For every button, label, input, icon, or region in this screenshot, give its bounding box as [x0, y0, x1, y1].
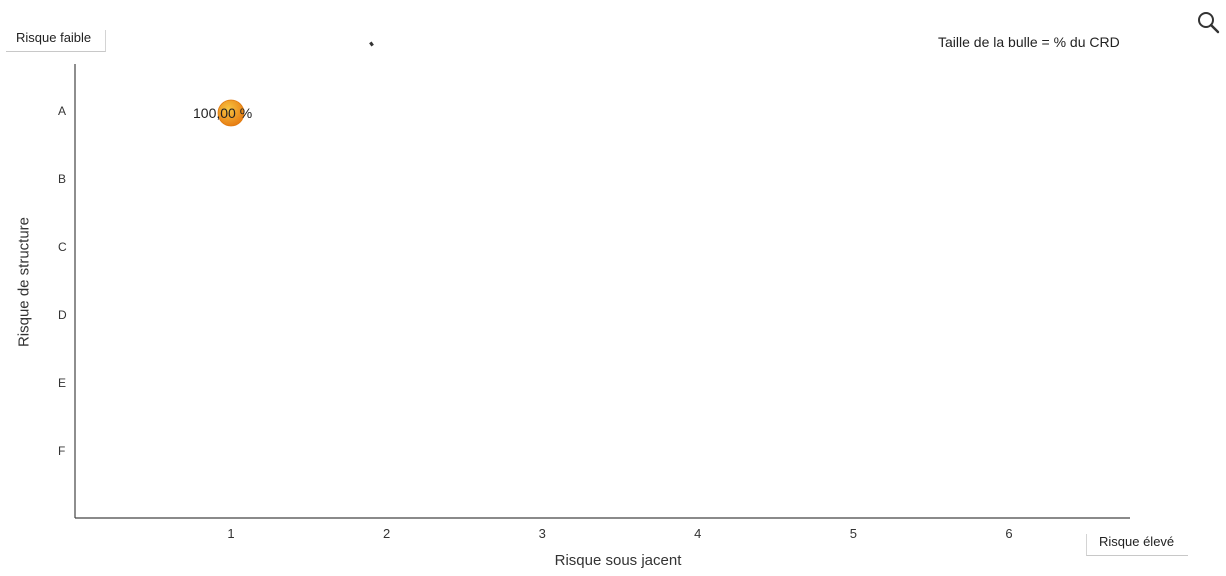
x-tick-label: 3: [539, 526, 546, 541]
high-risk-label: Risque élevé: [1086, 534, 1189, 556]
x-tick-label: 1: [227, 526, 234, 541]
x-tick-label: 4: [694, 526, 701, 541]
x-tick-label: 5: [850, 526, 857, 541]
x-tick-label: 6: [1005, 526, 1012, 541]
low-risk-label: Risque faible: [6, 30, 107, 52]
y-tick-label: D: [58, 308, 67, 322]
x-axis-title: Risque sous jacent: [554, 552, 682, 569]
bubble-data-label: 100,00 %: [193, 105, 252, 121]
x-tick-label: 2: [383, 526, 390, 541]
y-tick-label: A: [58, 104, 66, 118]
data-bubble[interactable]: [217, 99, 245, 127]
search-icon[interactable]: [1196, 10, 1222, 36]
bubble-size-legend: Taille de la bulle = % du CRD: [938, 34, 1120, 50]
y-tick-label: E: [58, 376, 66, 390]
y-tick-label: C: [58, 240, 67, 254]
y-axis-title: Risque de structure: [15, 216, 33, 348]
y-tick-label: F: [58, 444, 65, 458]
y-tick-label: B: [58, 172, 66, 186]
